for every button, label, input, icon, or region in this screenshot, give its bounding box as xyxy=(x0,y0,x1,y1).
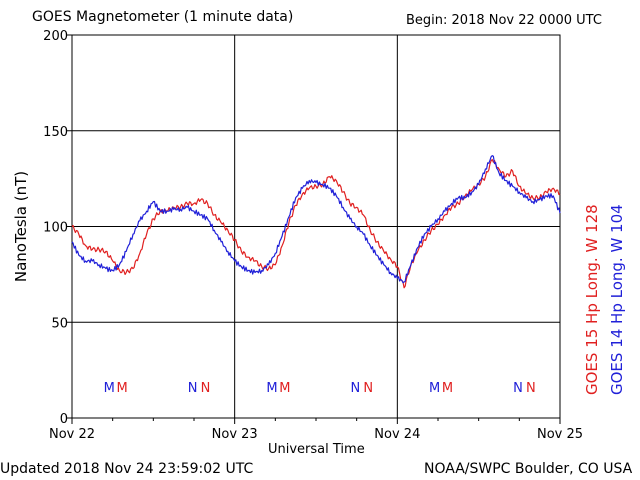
annotation-marker: N xyxy=(363,381,373,396)
annotation-marker: M xyxy=(104,381,115,396)
x-tick-label: Nov 22 xyxy=(49,427,95,442)
annotation-marker: M xyxy=(442,381,453,396)
y-tick-label: 200 xyxy=(43,29,68,44)
y-tick-label: 150 xyxy=(43,125,68,140)
chart-title: GOES Magnetometer (1 minute data) xyxy=(32,9,294,25)
legend-entry: GOES 15 Hp Long. W 128 xyxy=(583,204,601,395)
updated-timestamp: Updated 2018 Nov 24 23:59:02 UTC xyxy=(0,461,254,477)
annotation-marker: M xyxy=(266,381,277,396)
y-tick-label: 0 xyxy=(60,412,68,427)
x-axis-label: Universal Time xyxy=(268,442,365,457)
series-line-goes15 xyxy=(71,158,561,289)
begin-time: Begin: 2018 Nov 22 0000 UTC xyxy=(406,13,602,28)
x-tick-label: Nov 24 xyxy=(374,427,420,442)
annotation-marker: N xyxy=(513,381,523,396)
x-tick-label: Nov 23 xyxy=(212,427,258,442)
series-line-goes14 xyxy=(71,155,561,284)
annotation-marker: M xyxy=(279,381,290,396)
annotation-marker: N xyxy=(188,381,198,396)
annotation-marker: N xyxy=(201,381,211,396)
annotation-marker: N xyxy=(350,381,360,396)
source-credit: NOAA/SWPC Boulder, CO USA xyxy=(424,461,633,477)
y-tick-label: 50 xyxy=(51,316,68,331)
annotation-marker: M xyxy=(429,381,440,396)
annotation-marker: M xyxy=(117,381,128,396)
annotation-marker: N xyxy=(526,381,536,396)
x-tick-label: Nov 25 xyxy=(537,427,583,442)
legend-entry: GOES 14 Hp Long. W 104 xyxy=(608,204,626,395)
y-tick-label: 100 xyxy=(43,221,68,236)
y-axis-label: NanoTesla (nT) xyxy=(12,171,30,282)
